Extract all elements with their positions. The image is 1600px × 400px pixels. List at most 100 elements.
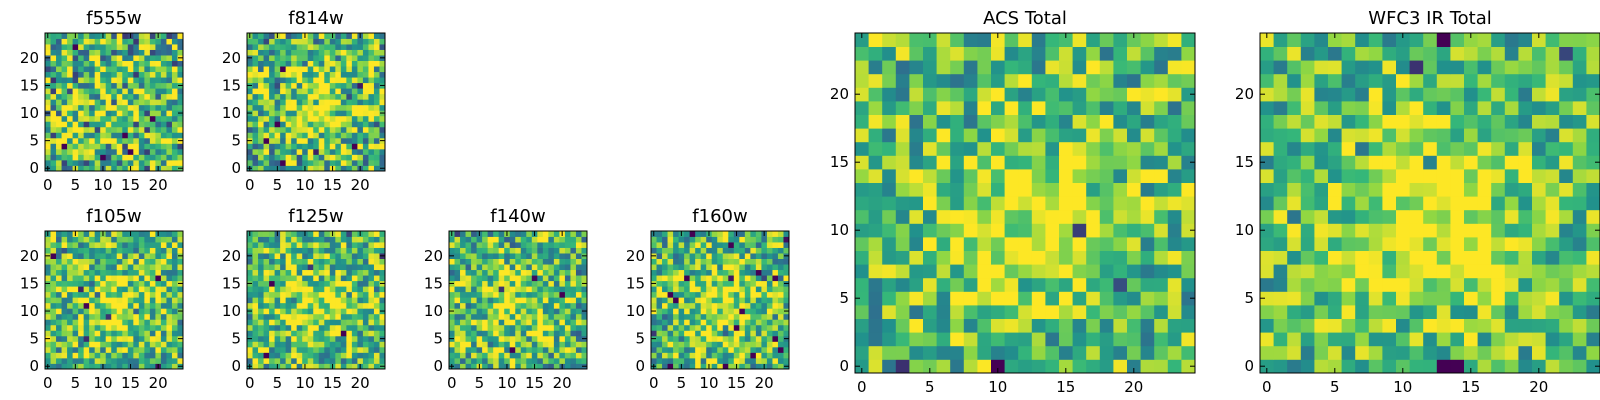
heatmap-cell — [296, 236, 303, 243]
heatmap-cell — [548, 269, 555, 276]
heatmap-cell — [733, 247, 740, 254]
heatmap-cell — [537, 231, 544, 237]
heatmap-cell — [247, 44, 253, 50]
heatmap-cell — [1382, 182, 1397, 197]
heatmap-cell — [105, 308, 112, 315]
heatmap-cell — [1018, 332, 1033, 347]
heatmap-cell — [274, 55, 281, 61]
heatmap-cell — [373, 286, 380, 293]
heatmap-cell — [1059, 87, 1073, 102]
heatmap-cell — [761, 242, 768, 248]
heatmap-cell — [45, 264, 51, 271]
heatmap-cell — [991, 46, 1005, 61]
heatmap-cell — [520, 291, 527, 298]
heatmap-cell — [1450, 237, 1465, 251]
y-tick-label: 10 — [222, 302, 241, 320]
heatmap-cell — [127, 352, 134, 359]
heatmap-cell — [449, 247, 455, 254]
heatmap-cell — [340, 319, 347, 326]
heatmap-cell — [144, 308, 151, 315]
heatmap-cell — [285, 330, 292, 337]
heatmap-cell — [346, 231, 353, 237]
heatmap-cell — [537, 363, 544, 370]
heatmap-cell — [711, 363, 718, 370]
heatmap-cell — [1045, 87, 1060, 102]
heatmap-cell — [564, 253, 571, 259]
heatmap-cell — [340, 126, 347, 133]
heatmap-cell — [744, 297, 751, 304]
heatmap-cell — [379, 66, 386, 73]
heatmap-cell — [1113, 46, 1128, 61]
heatmap-cell — [138, 258, 145, 265]
heatmap-cell — [717, 291, 724, 298]
heatmap-cell — [285, 143, 292, 150]
heatmap-cell — [1300, 209, 1315, 224]
heatmap-cell — [515, 297, 522, 304]
heatmap-cell — [717, 308, 724, 315]
heatmap-cell — [340, 66, 347, 73]
heatmap-cell — [1154, 318, 1169, 333]
heatmap-cell — [868, 128, 883, 143]
heatmap-cell — [783, 357, 790, 364]
heatmap-cell — [160, 99, 167, 106]
heatmap-cell — [1545, 169, 1560, 183]
heatmap-cell — [1368, 223, 1383, 238]
heatmap-cell — [537, 330, 544, 337]
heatmap-cell — [923, 46, 937, 61]
heatmap-cell — [269, 236, 275, 243]
heatmap-cell — [476, 269, 483, 276]
heatmap-cell — [258, 143, 264, 150]
heatmap-cell — [329, 313, 336, 320]
heatmap-cell — [1086, 223, 1101, 238]
heatmap-cell — [138, 352, 145, 359]
heatmap-cell — [1328, 209, 1342, 224]
heatmap-cell — [1099, 128, 1114, 143]
heatmap-cell — [695, 286, 702, 293]
heatmap-cell — [722, 264, 729, 271]
heatmap-cell — [739, 275, 746, 282]
heatmap-cell — [733, 297, 740, 304]
y-tick-label: 20 — [20, 49, 39, 67]
heatmap-cell — [1436, 359, 1451, 374]
heatmap-cell — [111, 77, 118, 84]
heatmap-cell — [144, 66, 151, 73]
heatmap-cell — [291, 258, 298, 265]
heatmap-cell — [750, 335, 757, 342]
heatmap-cell — [166, 319, 173, 326]
heatmap-cell — [285, 33, 292, 39]
heatmap-cell — [138, 154, 145, 161]
heatmap-cell — [1072, 73, 1087, 88]
heatmap-cell — [1477, 345, 1492, 360]
heatmap-cell — [368, 330, 375, 337]
heatmap-cell — [1059, 277, 1073, 292]
heatmap-cell — [772, 302, 779, 309]
heatmap-cell — [247, 286, 253, 293]
heatmap-cell — [50, 346, 57, 353]
heatmap-cell — [1167, 101, 1182, 115]
heatmap-cell — [160, 352, 167, 359]
heatmap-cell — [111, 346, 118, 353]
heatmap-cell — [537, 242, 544, 248]
heatmap-cell — [465, 286, 472, 293]
y-tick-label: 0 — [231, 357, 241, 375]
heatmap-cell — [296, 143, 303, 150]
heatmap-cell — [1409, 169, 1424, 183]
heatmap-cell — [252, 280, 259, 287]
heatmap-cell — [307, 231, 314, 237]
heatmap-cell — [116, 302, 123, 309]
heatmap-cell — [72, 60, 79, 67]
x-tick-label: 5 — [677, 374, 687, 392]
heatmap-cell — [1099, 237, 1114, 251]
heatmap-cell — [570, 363, 577, 370]
heatmap-cell — [122, 264, 129, 271]
heatmap-cell — [111, 93, 118, 100]
heatmap-cell — [1018, 223, 1033, 238]
heatmap-cell — [923, 250, 937, 265]
heatmap-cell — [651, 341, 657, 348]
heatmap-cell — [581, 330, 588, 337]
heatmap-cell — [171, 236, 178, 243]
heatmap-cell — [357, 38, 364, 45]
heatmap-cell — [291, 38, 298, 45]
heatmap-cell — [247, 357, 253, 364]
heatmap-cell — [1559, 359, 1574, 374]
